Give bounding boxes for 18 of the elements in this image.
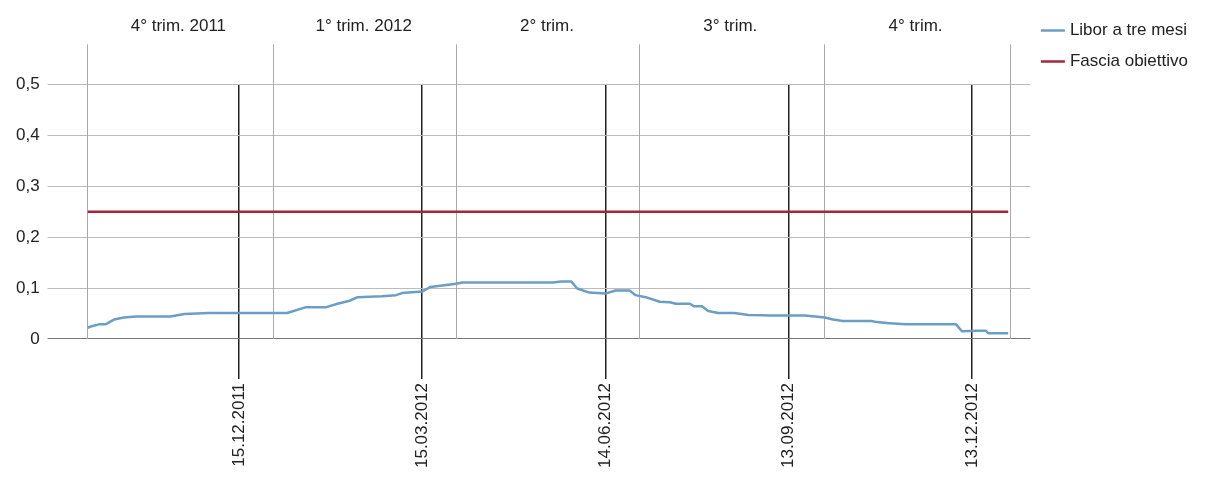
x2-tick-label: 4° trim. xyxy=(888,15,943,35)
x2-tick-label: 1° trim. 2012 xyxy=(315,15,412,35)
y-tick-label: 0,3 xyxy=(15,175,40,195)
x2-tick-label: 4° trim. 2011 xyxy=(130,15,227,35)
x-tick-label: 13.09.2012 xyxy=(778,382,798,469)
y-tick-label: 0,4 xyxy=(15,124,40,144)
x2-tick-label: 2° trim. xyxy=(519,15,575,35)
x-tick-label: 14.06.2012 xyxy=(595,382,615,469)
x2-tick-label: 3° trim. xyxy=(703,15,758,35)
y-tick-label: 0 xyxy=(30,328,40,348)
x-tick-label: 15.03.2012 xyxy=(411,382,431,469)
x-tick-label: 15.12.2011 xyxy=(228,382,248,467)
x-tick-label: 13.12.2012 xyxy=(961,382,981,469)
y-tick-label: 0,5 xyxy=(15,74,40,94)
legend-label: Libor a tre mesi xyxy=(1069,20,1188,40)
y-tick-label: 0,1 xyxy=(15,277,40,297)
legend-label: Fascia obiettivo xyxy=(1069,51,1189,71)
y-tick-label: 0,2 xyxy=(15,226,40,246)
